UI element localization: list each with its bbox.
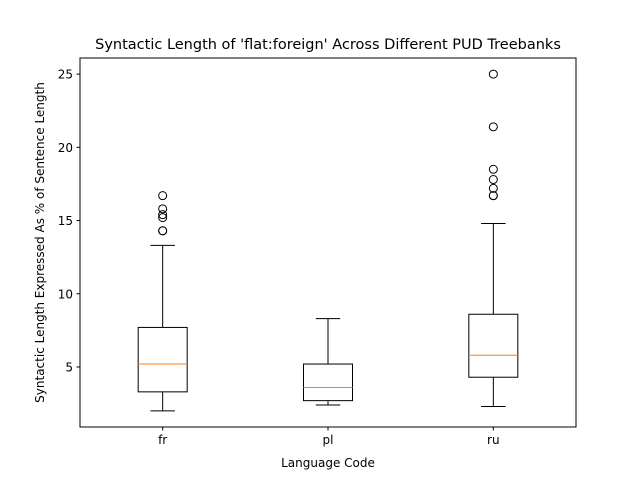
x-axis-label: Language Code — [281, 456, 375, 470]
outlier-point — [158, 191, 168, 201]
y-axis-label: Syntactic Length Expressed As % of Sente… — [33, 82, 47, 403]
plot-content — [137, 69, 519, 412]
chart-title: Syntactic Length of 'flat:foreign' Acros… — [95, 37, 561, 53]
iqr-box — [468, 313, 519, 378]
y-axis: 5 10 15 20 25 — [58, 68, 80, 374]
y-tick-label: 20 — [58, 141, 73, 155]
iqr-box — [137, 326, 188, 393]
outlier-point — [158, 226, 168, 236]
y-tick-label: 5 — [65, 360, 73, 374]
outlier-point — [488, 183, 498, 193]
outlier-point — [158, 213, 168, 223]
x-tick-label: pl — [323, 433, 334, 447]
outlier-point — [488, 122, 498, 132]
outlier-point — [488, 175, 498, 185]
x-tick-label: ru — [487, 433, 500, 447]
box-ru — [468, 69, 519, 407]
outlier-point — [488, 191, 498, 201]
iqr-box — [303, 363, 353, 402]
y-tick-label: 15 — [58, 214, 73, 228]
y-tick-label: 25 — [58, 68, 73, 82]
outlier-point — [158, 210, 168, 220]
outlier-point — [488, 164, 498, 174]
x-axis: fr pl ru — [158, 427, 500, 447]
outlier-point — [488, 69, 498, 79]
box-fr — [137, 191, 188, 412]
x-tick-label: fr — [158, 433, 167, 447]
y-tick-label: 10 — [58, 287, 73, 301]
outlier-point — [158, 204, 168, 214]
box-pl — [303, 318, 353, 406]
